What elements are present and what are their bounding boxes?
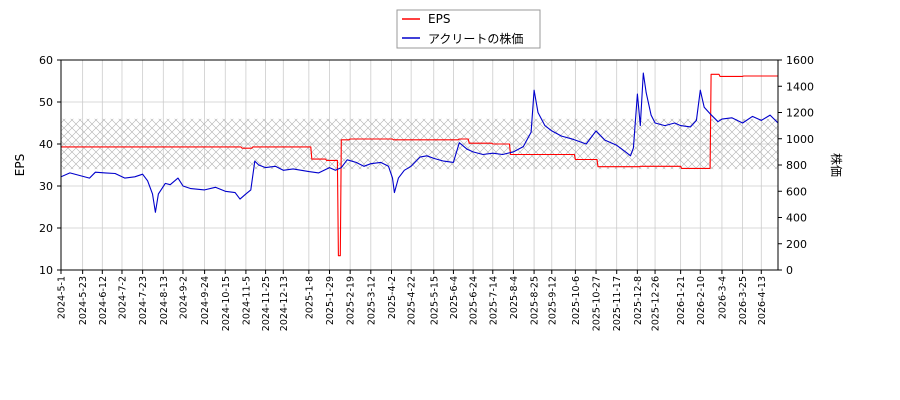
x-tick-label: 2024-11-25	[261, 276, 272, 331]
x-tick-label: 2026-4-13	[757, 276, 768, 325]
x-tick-label: 2025-3-12	[366, 276, 377, 325]
y-tick-label-right: 400	[786, 212, 807, 225]
x-tick-label: 2025-6-24	[469, 276, 480, 325]
x-tick-label: 2026-3-4	[717, 276, 728, 319]
y-tick-label-right: 600	[786, 185, 807, 198]
x-tick-label: 2025-12-8	[633, 276, 644, 325]
y-axis-label-left: EPS	[13, 154, 27, 176]
x-tick-label: 2025-8-25	[530, 276, 541, 325]
y-tick-label-right: 200	[786, 238, 807, 251]
x-tick-label: 2024-10-15	[221, 276, 232, 331]
x-tick-label: 2025-4-22	[407, 276, 418, 325]
y-tick-label-left: 20	[39, 222, 53, 235]
x-tick-label: 2025-9-12	[547, 276, 558, 325]
series-line-eps	[61, 73, 778, 257]
legend: EPS アクリートの株価	[396, 9, 541, 49]
y-tick-label-left: 50	[39, 96, 53, 109]
x-tick-label: 2026-2-10	[696, 276, 707, 325]
x-tick-label: 2025-11-17	[612, 276, 623, 331]
x-tick-label: 2024-9-24	[200, 276, 211, 325]
x-tick-label: 2025-12-26	[651, 276, 662, 331]
y-tick-label-left: 30	[39, 180, 53, 193]
y-tick-label-right: 1400	[786, 80, 814, 93]
x-tick-label: 2025-8-4	[509, 276, 520, 319]
x-tick-label: 2024-8-13	[159, 276, 170, 325]
x-tick-label: 2024-7-23	[138, 276, 149, 325]
x-tick-label: 2024-7-2	[117, 276, 128, 319]
x-tick-label: 2025-2-19	[346, 276, 357, 325]
x-tick-label: 2026-3-25	[738, 276, 749, 325]
x-tick-label: 2025-6-4	[449, 276, 460, 319]
x-tick-label: 2024-12-13	[279, 276, 290, 331]
y-tick-label-left: 60	[39, 54, 53, 67]
y-tick-label-right: 1200	[786, 107, 814, 120]
x-tick-label: 2024-9-2	[178, 276, 189, 319]
y-tick-label-left: 10	[39, 264, 53, 277]
series-group	[61, 72, 778, 257]
x-tick-label: 2024-6-12	[98, 276, 109, 325]
y-tick-label-right: 800	[786, 159, 807, 172]
y-tick-label-right: 1600	[786, 54, 814, 67]
x-tick-label: 2025-10-6	[571, 276, 582, 325]
legend-box	[396, 9, 541, 49]
x-tick-label: 2025-10-27	[592, 276, 603, 331]
y-axis-label-right: 株価	[829, 153, 844, 177]
y-tick-label-right: 0	[786, 264, 793, 277]
axis-ticks: 1020304050600200400600800100012001400160…	[39, 54, 814, 331]
x-tick-label: 2025-5-15	[429, 276, 440, 325]
x-tick-label: 2025-1-8	[304, 276, 315, 319]
legend-label-price: アクリートの株価	[428, 31, 523, 46]
x-tick-label: 2025-4-2	[387, 276, 398, 319]
hatched-band	[61, 118, 778, 170]
x-tick-label: 2026-1-21	[676, 276, 687, 325]
x-tick-label: 2024-5-1	[57, 276, 68, 319]
legend-label-eps: EPS	[428, 12, 450, 26]
x-tick-label: 2025-7-14	[488, 276, 499, 325]
series-line-price	[61, 72, 778, 213]
x-tick-label: 2024-11-5	[241, 276, 252, 325]
y-tick-label-left: 40	[39, 138, 53, 151]
x-tick-label: 2025-1-29	[325, 276, 336, 325]
y-tick-label-right: 1000	[786, 133, 814, 146]
x-tick-label: 2024-5-23	[78, 276, 89, 325]
